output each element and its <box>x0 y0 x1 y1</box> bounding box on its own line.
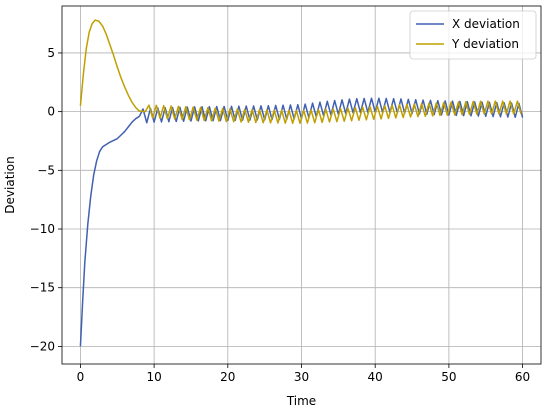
x-tick-label: 30 <box>294 370 309 384</box>
x-tick-label: 60 <box>515 370 530 384</box>
x-tick-label: 10 <box>146 370 161 384</box>
legend: X deviation Y deviation <box>409 10 537 60</box>
x-axis: 0 10 20 30 40 50 60 <box>77 364 530 384</box>
series-line-y-deviation <box>79 19 522 125</box>
legend-label: X deviation <box>452 17 520 31</box>
series-line-x-deviation <box>79 97 524 347</box>
x-tick-label: 20 <box>220 370 235 384</box>
x-tick-label: 40 <box>368 370 383 384</box>
y-tick-label: 5 <box>47 46 55 60</box>
y-axis-label: Deviation <box>3 156 17 213</box>
y-tick-label: −20 <box>30 339 55 353</box>
legend-label: Y deviation <box>451 37 519 51</box>
y-tick-label: −10 <box>30 222 55 236</box>
x-tick-label: 50 <box>441 370 456 384</box>
series-layer <box>79 19 524 347</box>
grid <box>62 6 541 364</box>
y-tick-label: −15 <box>30 281 55 295</box>
x-axis-label: Time <box>286 394 316 408</box>
legend-box <box>409 10 537 60</box>
y-tick-label: −5 <box>37 163 55 177</box>
x-tick-label: 0 <box>77 370 85 384</box>
y-tick-label: 0 <box>47 105 55 119</box>
y-axis: −20 −15 −10 −5 0 5 <box>30 46 62 353</box>
